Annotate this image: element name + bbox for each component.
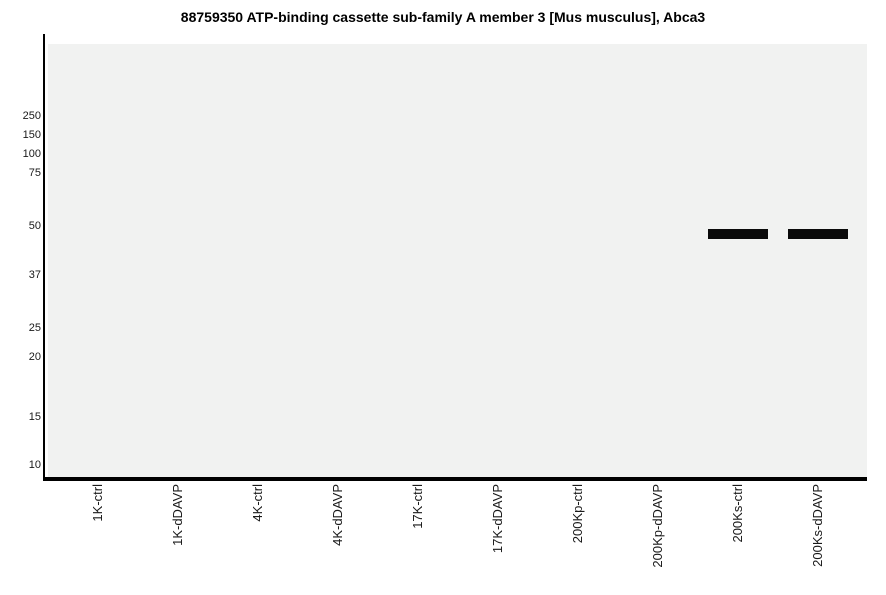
x-lane-label: 4K-dDAVP — [330, 484, 345, 546]
x-lane-label: 17K-dDAVP — [490, 484, 505, 554]
y-tick-label: 10 — [28, 459, 41, 471]
y-tick-label: 37 — [28, 269, 41, 281]
y-tick-label: 25 — [28, 322, 41, 334]
x-lane-label: 17K-ctrl — [410, 484, 425, 529]
y-tick-label: 20 — [28, 351, 41, 363]
gel-band — [788, 229, 848, 239]
y-tick-label: 250 — [22, 110, 41, 122]
y-tick-label: 15 — [28, 411, 41, 423]
x-lane-label: 4K-ctrl — [250, 484, 265, 522]
x-lane-label: 200Ks-dDAVP — [810, 484, 825, 567]
y-axis-line — [43, 34, 45, 481]
y-tick-label: 100 — [22, 148, 41, 160]
y-tick-label: 75 — [28, 167, 41, 179]
gel-band — [708, 229, 768, 239]
x-lane-label: 200Kp-ctrl — [570, 484, 585, 544]
x-lane-label: 1K-dDAVP — [170, 484, 185, 546]
x-lane-label: 200Kp-dDAVP — [650, 484, 665, 568]
y-tick-label: 50 — [28, 220, 41, 232]
x-axis-line — [43, 477, 867, 481]
plot-area — [48, 44, 867, 477]
x-lane-label: 1K-ctrl — [90, 484, 105, 522]
x-lane-label: 200Ks-ctrl — [730, 484, 745, 543]
y-tick-label: 150 — [22, 129, 41, 141]
chart-title: 88759350 ATP-binding cassette sub-family… — [180, 9, 706, 25]
